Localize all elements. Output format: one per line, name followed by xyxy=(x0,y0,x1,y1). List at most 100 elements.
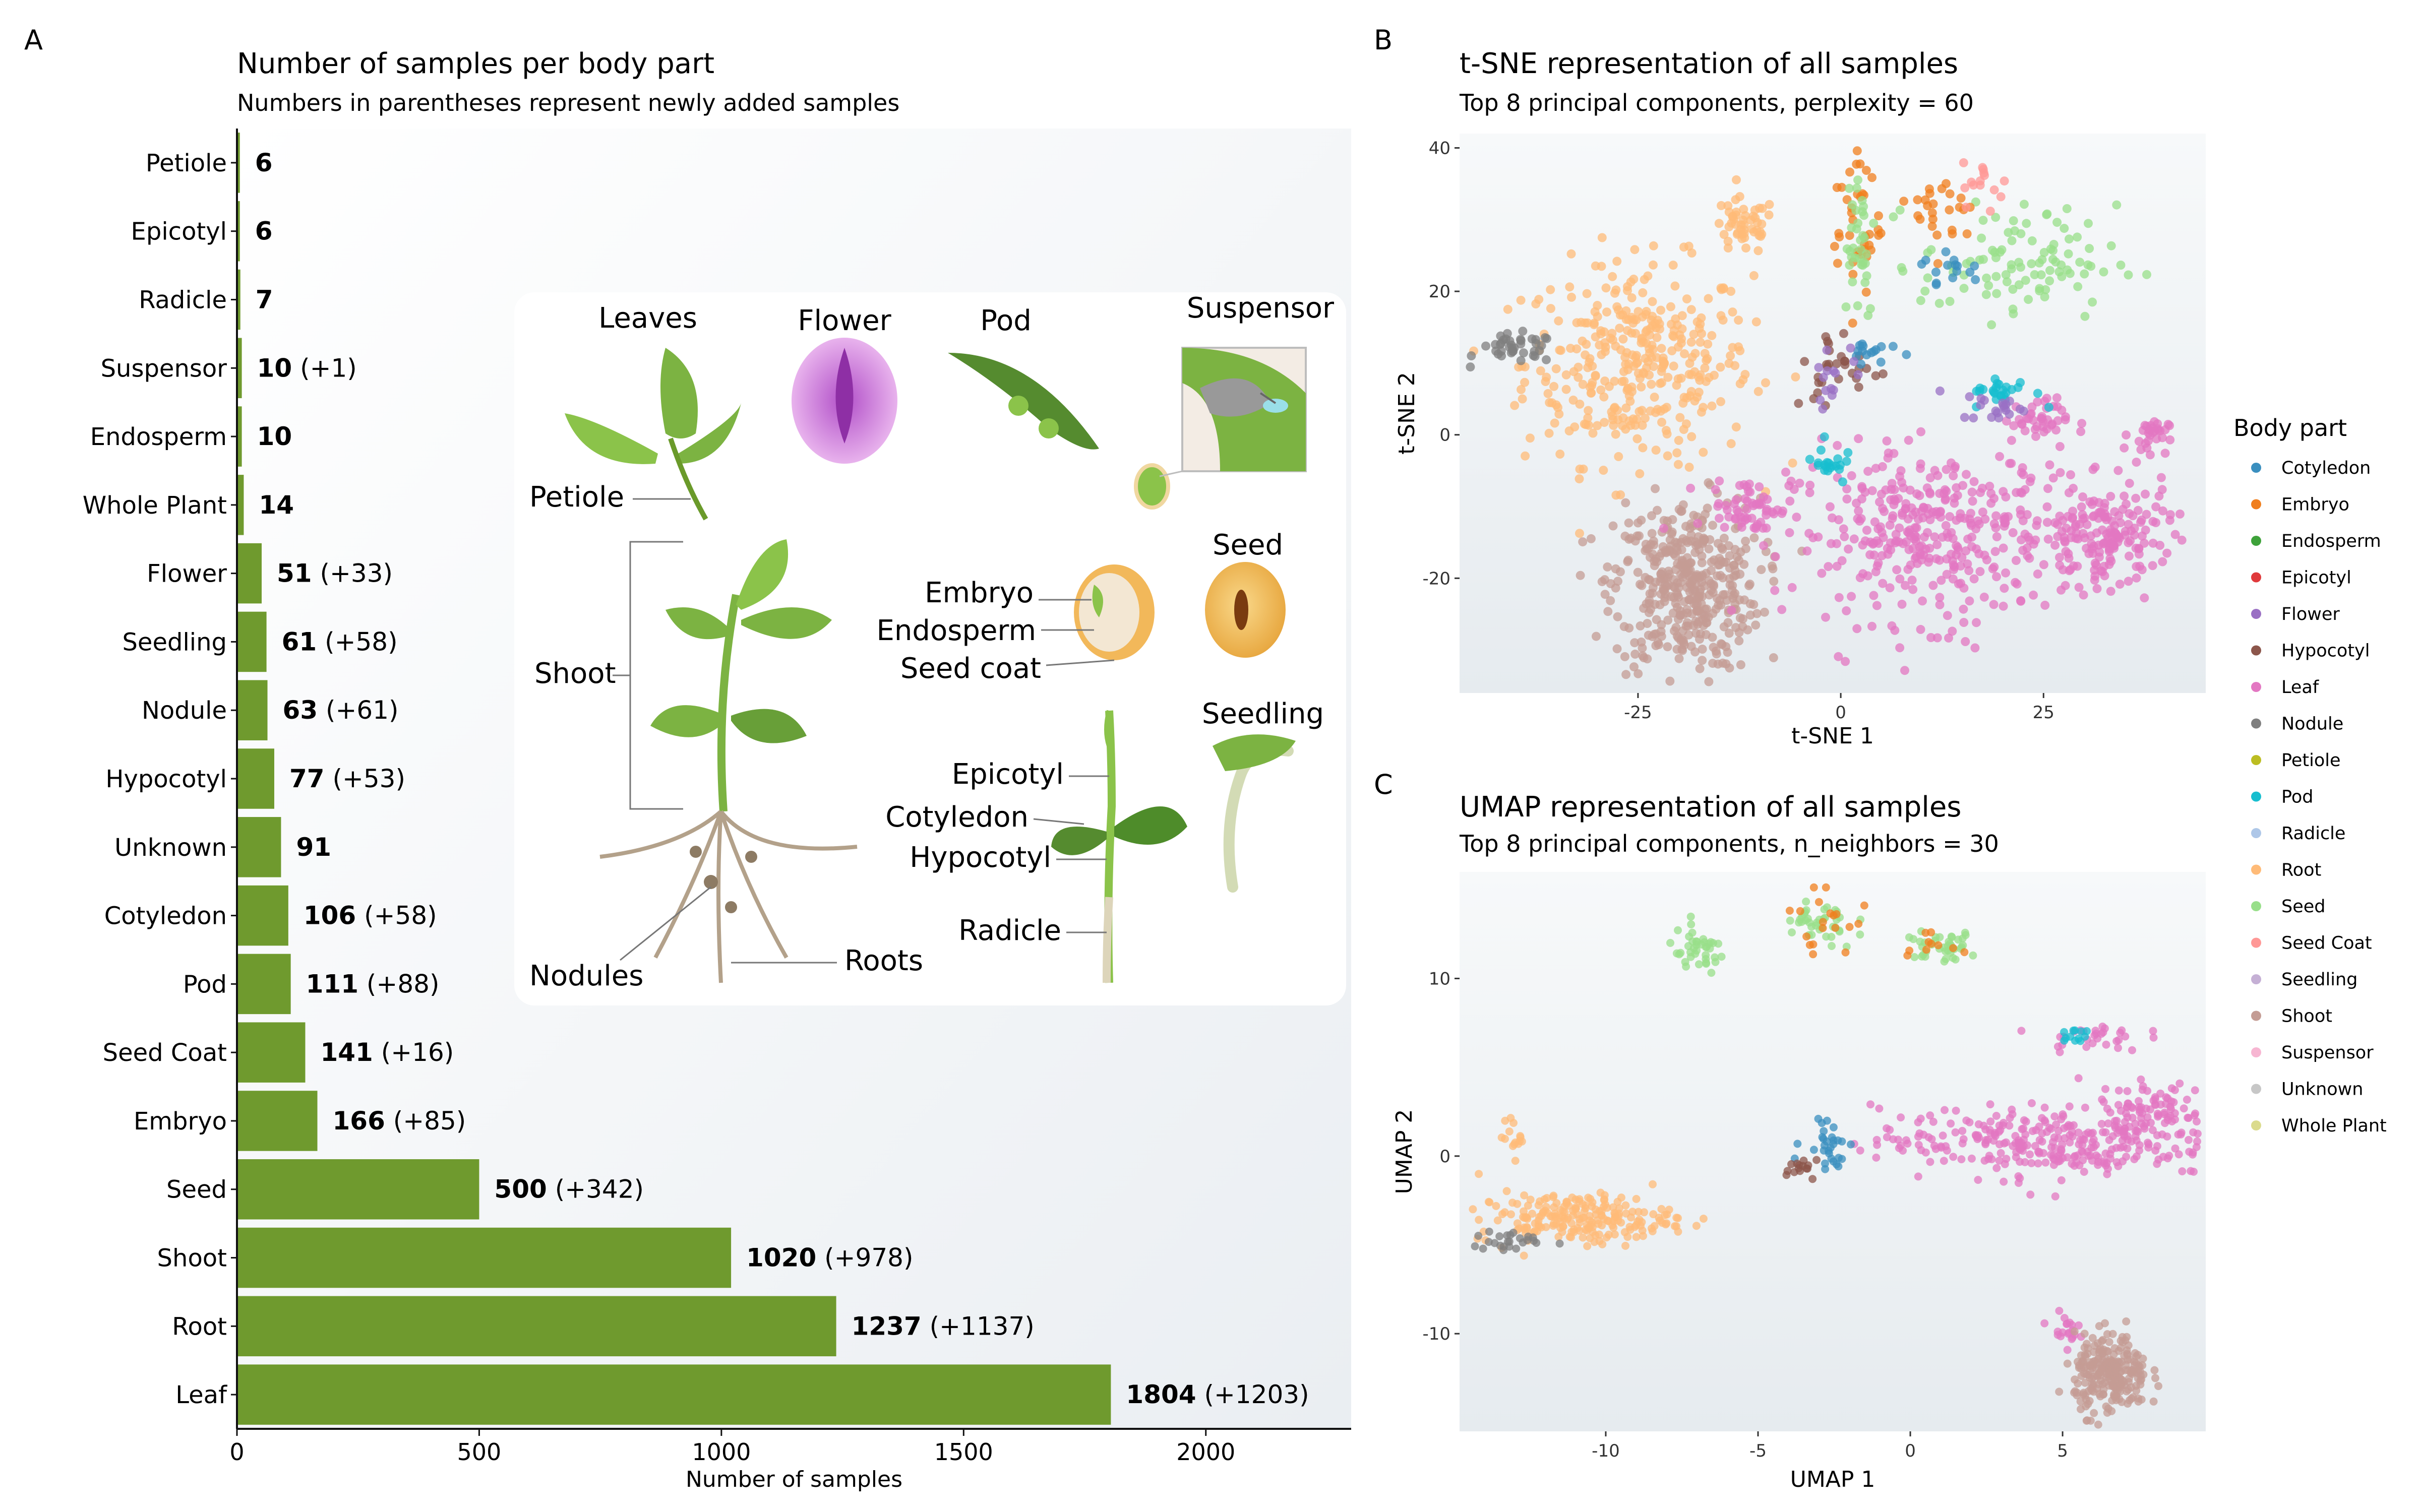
point-shoot xyxy=(1647,529,1657,538)
legend-label: Root xyxy=(2281,860,2321,880)
point-leaf xyxy=(2151,1101,2160,1109)
point-root xyxy=(1609,1217,1618,1225)
point-leaf xyxy=(2080,1168,2088,1176)
bar-category-label: Seed Coat xyxy=(103,1039,227,1067)
point-leaf xyxy=(1849,534,1859,544)
legend-swatch xyxy=(2251,536,2261,546)
legend-label: Epicotyl xyxy=(2281,568,2351,588)
point-root xyxy=(1534,295,1544,304)
point-shoot xyxy=(2055,1388,2064,1396)
point-shoot xyxy=(2080,1363,2088,1372)
bar-unknown xyxy=(237,817,281,877)
point-embryo xyxy=(1933,259,1943,268)
point-shoot xyxy=(2095,1322,2103,1331)
point-seed xyxy=(1856,930,1864,939)
point-leaf xyxy=(1659,524,1668,533)
point-leaf xyxy=(1951,462,1960,471)
point-root xyxy=(1620,1228,1629,1236)
point-leaf xyxy=(2120,1130,2128,1139)
point-seed xyxy=(1962,259,1971,269)
point-embryo xyxy=(1923,201,1932,211)
point-root xyxy=(1677,311,1687,321)
point-leaf xyxy=(2026,1150,2034,1159)
point-root xyxy=(1728,212,1738,221)
point-root xyxy=(1551,364,1561,373)
point-root xyxy=(1475,1170,1483,1178)
point-leaf xyxy=(2154,491,2164,501)
point-seed-coat xyxy=(1961,203,1971,212)
point-root xyxy=(1650,393,1659,402)
point-leaf xyxy=(2005,1121,2014,1130)
point-root xyxy=(1593,301,1602,310)
point-seed xyxy=(1844,183,1854,193)
point-shoot xyxy=(2116,1337,2125,1345)
point-seed xyxy=(2001,270,2011,279)
point-leaf xyxy=(1995,1127,2003,1136)
point-seed xyxy=(1853,218,1863,228)
bar-value-label: 51 (+33) xyxy=(277,559,393,588)
point-leaf xyxy=(1925,515,1935,525)
point-shoot xyxy=(1716,556,1726,566)
tsne-title: t-SNE representation of all samples xyxy=(1460,47,1958,80)
bar-value-label: 1237 (+1137) xyxy=(852,1311,1035,1341)
point-leaf xyxy=(1770,586,1780,595)
point-seed xyxy=(1786,916,1794,925)
point-leaf xyxy=(2055,1306,2064,1315)
point-shoot xyxy=(1611,583,1620,593)
point-flower xyxy=(2001,400,2011,409)
point-root xyxy=(1657,417,1666,427)
point-shoot xyxy=(2132,1387,2141,1395)
point-shoot xyxy=(1634,669,1643,678)
bar-endosperm xyxy=(237,406,242,467)
bar-value-label: 6 xyxy=(255,148,273,177)
point-root xyxy=(1566,249,1576,259)
y-tick-label: -20 xyxy=(1422,569,1450,589)
point-shoot xyxy=(1644,544,1653,553)
point-embryo xyxy=(1915,215,1925,224)
point-root xyxy=(1580,1207,1589,1216)
point-pod xyxy=(2081,1032,2089,1041)
point-root xyxy=(1611,285,1621,295)
point-hypocotyl xyxy=(1808,1175,1817,1183)
point-leaf xyxy=(1914,1141,1923,1149)
point-embryo xyxy=(1854,919,1863,928)
point-leaf xyxy=(2178,1167,2187,1175)
point-leaf xyxy=(1885,583,1895,593)
point-pod xyxy=(1842,457,1851,466)
point-shoot xyxy=(1721,659,1731,669)
bar-shoot xyxy=(237,1227,732,1288)
point-leaf xyxy=(1956,509,1965,519)
point-root xyxy=(1738,375,1748,385)
point-seed xyxy=(2035,258,2044,268)
point-root xyxy=(1749,271,1759,280)
point-leaf xyxy=(2127,1137,2136,1146)
legend-swatch xyxy=(2251,1120,2261,1130)
point-seed xyxy=(1909,935,1918,943)
point-seed-coat xyxy=(2000,176,2009,186)
point-leaf xyxy=(1942,465,1951,474)
point-leaf xyxy=(2077,502,2086,512)
point-leaf xyxy=(1916,624,1925,634)
point-root xyxy=(1549,1220,1558,1228)
point-leaf xyxy=(1905,485,1915,495)
point-shoot xyxy=(1745,580,1754,589)
point-root xyxy=(1731,422,1741,432)
point-root xyxy=(1653,316,1662,325)
point-pod xyxy=(1820,432,1829,442)
point-root xyxy=(1726,439,1736,449)
umap-points xyxy=(1469,883,2202,1429)
point-shoot xyxy=(1704,612,1713,622)
point-root xyxy=(1625,397,1635,406)
point-root xyxy=(1676,338,1686,348)
point-shoot xyxy=(1619,622,1629,632)
point-root xyxy=(1579,1233,1587,1242)
point-embryo xyxy=(1785,906,1794,915)
legend-label: Pod xyxy=(2281,787,2314,807)
point-leaf xyxy=(1932,540,1942,549)
point-seed xyxy=(2124,270,2133,280)
point-root xyxy=(1607,329,1617,338)
bar-value: 77 xyxy=(289,764,325,793)
point-embryo xyxy=(1949,944,1957,953)
point-root xyxy=(1542,372,1551,382)
point-shoot xyxy=(2094,1420,2102,1429)
